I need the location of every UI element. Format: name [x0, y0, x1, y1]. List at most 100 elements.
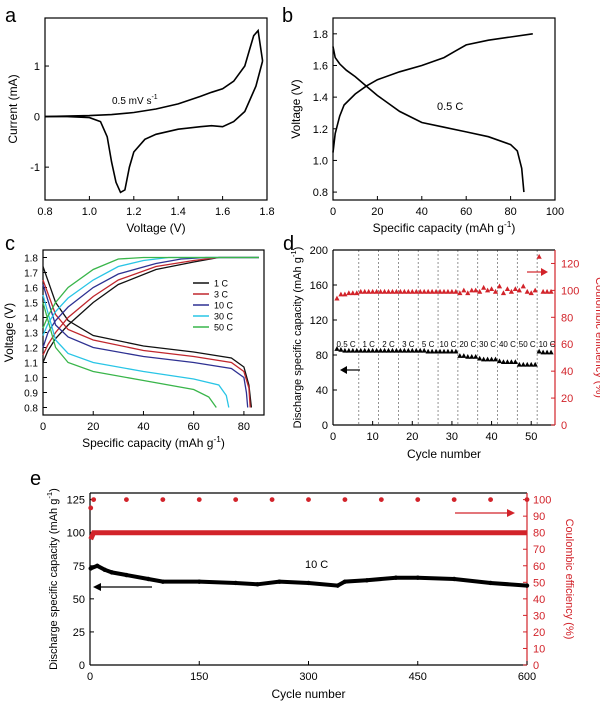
d-capacity-point: [358, 347, 364, 353]
d-efficiency-point: [453, 288, 459, 294]
d-rate-label: 30 C: [479, 340, 496, 349]
e-ytick-label: 0: [79, 660, 85, 672]
d-ytick-label: 200: [310, 245, 328, 257]
e-capacity-point: [124, 572, 129, 578]
b-xtick-label: 100: [546, 206, 564, 218]
b-y-axis-label: Voltage (V): [289, 79, 303, 138]
e-capacity-band: [89, 563, 528, 588]
d-capacity-point: [524, 361, 530, 367]
c-ytick-label: 0.9: [24, 389, 38, 400]
a-panel-letter: a: [5, 5, 17, 27]
d-capacity-point: [425, 348, 431, 354]
d-efficiency-point: [528, 290, 534, 296]
d-capacity-point: [548, 349, 554, 355]
d-rate-label: 10 C: [440, 340, 457, 349]
e-efficiency-point: [88, 505, 94, 511]
c-legend-label: 10 C: [214, 301, 234, 311]
e-capacity-point: [95, 563, 100, 568]
d-capacity-point: [508, 359, 514, 364]
d-capacity-point: [496, 358, 503, 364]
d-capacity-point: [445, 348, 451, 354]
d-capacity-point: [441, 348, 447, 354]
d-efficiency-point: [433, 288, 439, 294]
d-capacity-point: [457, 353, 463, 358]
d-efficiency-point: [488, 286, 495, 292]
e-efficiency-band: [88, 530, 527, 541]
e-capacity-point: [233, 580, 238, 586]
d-efficiency-point: [516, 287, 522, 293]
d-capacity-point: [342, 347, 348, 353]
a-xtick-label: 0.8: [37, 206, 52, 218]
d-efficiency-point: [544, 288, 550, 294]
c-x-axis-label: Specific capacity (mAh g-1): [82, 434, 225, 450]
d-capacity-point: [385, 347, 392, 353]
d-capacity-point: [429, 348, 435, 354]
d-x-axis-label: Cycle number: [407, 447, 481, 461]
e-efficiency-point: [160, 497, 166, 503]
d-efficiency-point: [354, 290, 360, 296]
d-y2tick-label: 40: [561, 366, 573, 378]
d-efficiency-point: [417, 288, 423, 294]
d-efficiency-point: [461, 287, 467, 293]
c-charge-1c: [42, 256, 259, 363]
d-capacity-point: [362, 347, 368, 353]
d-capacity-point: [453, 348, 459, 354]
e-capacity-point: [102, 567, 107, 572]
d-efficiency-point: [441, 288, 447, 294]
d-efficiency-point: [397, 288, 403, 294]
e-capacity-point: [160, 579, 166, 584]
d-capacity-point: [540, 349, 546, 355]
e-xtick-label: 0: [87, 671, 93, 683]
d-efficiency-point: [473, 287, 479, 293]
e-efficiency-point: [342, 497, 348, 503]
d-y2tick-label: 80: [561, 312, 573, 324]
d-efficiency-point: [445, 288, 451, 294]
c-discharge-50c: [42, 302, 217, 408]
d-rate-label: 1 C: [362, 340, 375, 349]
c-discharge-10c: [42, 284, 249, 408]
e-efficiency-point: [451, 497, 457, 503]
a-xtick-label: 1.0: [82, 206, 97, 218]
d-y-axis-label: Discharge specific capacity (mAh g-1): [289, 247, 304, 429]
d-efficiency-point: [540, 288, 546, 294]
e-ytick-label: 75: [73, 561, 85, 573]
b-curve-discharge: [332, 46, 525, 193]
d-efficiency-point: [401, 288, 407, 294]
b-panel-letter: b: [282, 5, 293, 27]
d-efficiency-point: [385, 288, 392, 294]
d-efficiency-point: [500, 290, 507, 296]
c-ytick-label: 1.1: [24, 359, 38, 370]
d-efficiency-point: [413, 288, 419, 294]
e-capacity-point: [277, 579, 282, 584]
d-capacity-point: [377, 347, 384, 353]
d-capacity-point: [532, 361, 538, 367]
e-y2tick-label: 100: [533, 495, 551, 507]
e-capacity-point: [364, 578, 369, 583]
d-capacity-point: [528, 361, 534, 367]
e-efficiency-point: [124, 497, 129, 503]
e-efficiency-point: [233, 497, 239, 503]
d-rate-label: 20 C: [459, 340, 476, 349]
d-efficiency-point: [524, 288, 530, 294]
c-xtick-label: 60: [188, 421, 200, 433]
d-efficiency-point: [512, 286, 518, 292]
d-xtick-label: 30: [446, 431, 458, 443]
d-xtick-label: 50: [525, 431, 537, 443]
e-y2tick-label: 50: [533, 577, 545, 589]
d-efficiency-point: [504, 286, 511, 292]
e-capacity-point: [451, 576, 457, 582]
d-capacity-point: [421, 347, 427, 353]
d-efficiency-point: [393, 288, 400, 294]
e-capacity-point: [306, 580, 311, 586]
e-capacity-point: [393, 575, 399, 580]
d-capacity-point: [488, 356, 495, 362]
d-capacity-point: [397, 347, 403, 353]
d-ytick-label: 80: [316, 350, 328, 362]
c-charge-3c: [42, 256, 259, 356]
d-capacity-point: [354, 347, 360, 353]
d-y2tick-label: 60: [561, 339, 573, 351]
d-ytick-label: 40: [316, 385, 328, 397]
d-efficiency-point: [346, 290, 352, 296]
c-ytick-label: 1.0: [24, 374, 38, 385]
e-efficiency-point: [196, 497, 202, 503]
